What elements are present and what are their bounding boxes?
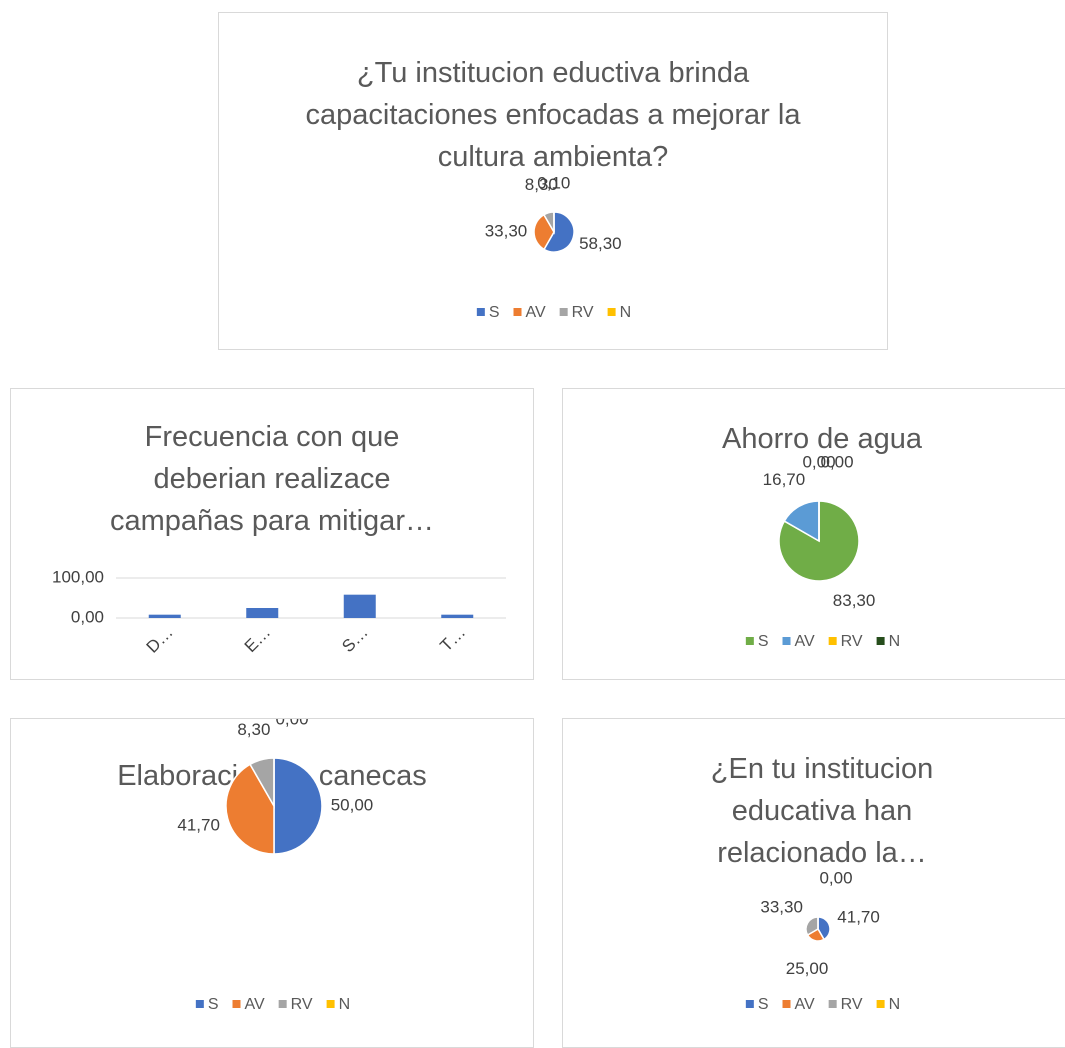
legend-label: RV	[291, 996, 313, 1013]
chart-panel: ¿En tu institucion educativa han relacio…	[562, 718, 1065, 1048]
bar	[441, 615, 473, 618]
legend-swatch	[560, 308, 568, 316]
chart-panel: ¿Tu institucion eductiva brinda capacita…	[218, 12, 888, 350]
x-tick-label: D…	[143, 623, 177, 657]
x-tick-label: S…	[338, 623, 371, 656]
bar	[246, 608, 278, 618]
pie-slice	[274, 758, 322, 854]
data-label: 83,30	[833, 591, 876, 610]
data-label: 0,00	[820, 452, 853, 471]
legend-label: N	[339, 996, 351, 1013]
legend-label: N	[889, 633, 901, 650]
legend-label: S	[758, 633, 769, 650]
legend-label: AV	[526, 304, 546, 321]
data-label: 41,70	[177, 816, 220, 835]
legend-swatch	[514, 308, 522, 316]
data-label: 8,30	[237, 720, 270, 739]
legend-swatch	[477, 308, 485, 316]
data-label: 0,00	[819, 868, 852, 887]
legend-label: S	[758, 996, 769, 1013]
legend-swatch	[829, 637, 837, 645]
legend-swatch	[746, 637, 754, 645]
legend-label: RV	[841, 633, 863, 650]
legend-label: S	[489, 304, 500, 321]
data-label: 0,10	[537, 173, 570, 192]
legend-swatch	[783, 637, 791, 645]
legend-swatch	[327, 1000, 335, 1008]
chart: 0,00 100,00 D… E… S… T…	[11, 389, 534, 680]
x-tick-label: T…	[436, 623, 469, 656]
y-tick-label: 0,00	[71, 607, 104, 626]
legend-swatch	[196, 1000, 204, 1008]
data-label: 25,00	[786, 959, 829, 978]
legend-label: RV	[841, 996, 863, 1013]
legend-label: N	[620, 304, 632, 321]
legend-swatch	[783, 1000, 791, 1008]
data-label: 50,00	[331, 795, 374, 814]
data-label: 33,30	[485, 222, 528, 241]
data-label: 0,00	[275, 719, 308, 728]
legend-label: AV	[795, 633, 815, 650]
legend-label: AV	[245, 996, 265, 1013]
legend-label: RV	[572, 304, 594, 321]
legend-label: S	[208, 996, 219, 1013]
chart: 41,70 25,00 33,30 0,00 S AV RV N	[563, 719, 1065, 1048]
legend-swatch	[233, 1000, 241, 1008]
chart-panel: Elaboracion de canecas50,0041,708,300,00…	[10, 718, 534, 1048]
data-label: 33,30	[760, 897, 803, 916]
legend-swatch	[746, 1000, 754, 1008]
legend-swatch	[877, 1000, 885, 1008]
data-label: 41,70	[837, 908, 880, 927]
legend-label: N	[889, 996, 901, 1013]
legend-label: AV	[795, 996, 815, 1013]
data-label: 58,30	[579, 234, 622, 253]
legend-swatch	[877, 637, 885, 645]
bar	[149, 615, 181, 618]
bar	[344, 595, 376, 618]
legend-swatch	[279, 1000, 287, 1008]
legend-swatch	[608, 308, 616, 316]
y-tick-label: 100,00	[52, 567, 104, 586]
chart-panel: Frecuencia con que deberian realizace ca…	[10, 388, 534, 680]
chart: 50,00 41,70 8,30 0,00 S AV RV N	[11, 719, 534, 1048]
data-label: 16,70	[763, 470, 806, 489]
legend-swatch	[829, 1000, 837, 1008]
x-tick-label: E…	[241, 623, 274, 656]
